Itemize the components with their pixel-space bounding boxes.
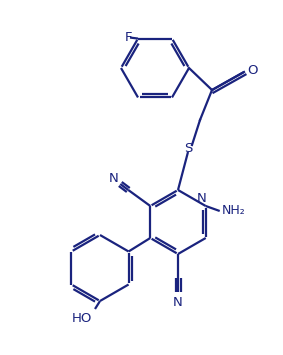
- Text: O: O: [247, 64, 257, 76]
- Text: NH₂: NH₂: [222, 204, 246, 218]
- Text: HO: HO: [72, 312, 92, 326]
- Text: N: N: [108, 173, 118, 186]
- Text: N: N: [197, 191, 207, 204]
- Text: F: F: [124, 31, 132, 44]
- Text: S: S: [184, 142, 192, 154]
- Text: N: N: [173, 295, 183, 308]
